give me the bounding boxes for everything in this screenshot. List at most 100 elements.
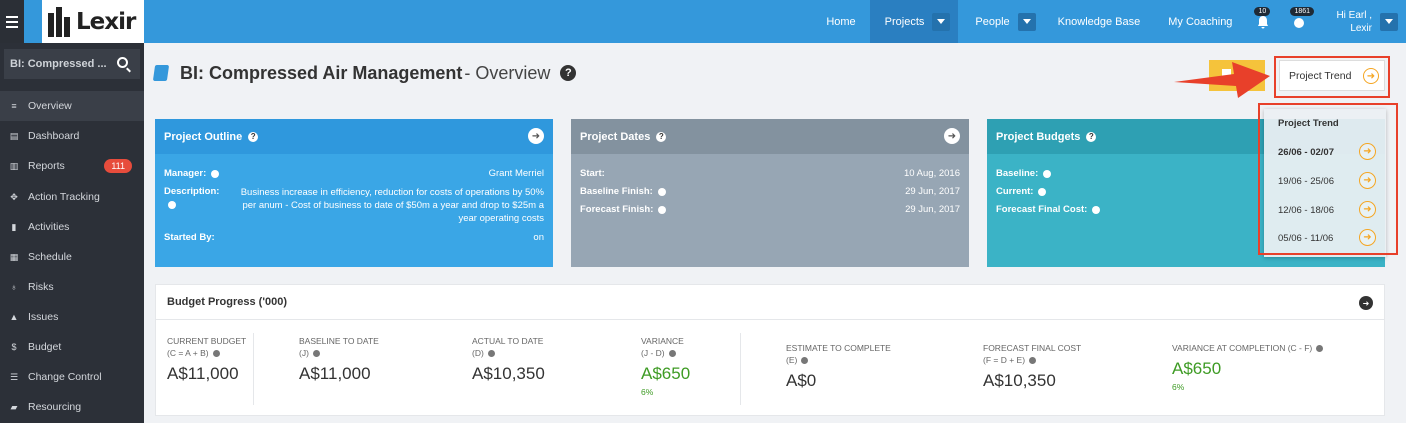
sidebar-item-label: Overview: [28, 100, 72, 112]
project-outline-card: Project Outline ? Manager: Grant Merriel…: [155, 119, 553, 267]
info-icon[interactable]: [1316, 345, 1324, 352]
card-title: Project Dates: [580, 130, 651, 143]
card-title: Project Budgets: [996, 130, 1081, 143]
notification-icon: 1861: [1290, 6, 1315, 29]
dollar-icon: $: [11, 342, 17, 352]
info-icon[interactable]: [211, 169, 220, 178]
started-by-label: Started By:: [164, 232, 215, 243]
arrow-right-circle-icon[interactable]: ➜: [1359, 172, 1376, 189]
nav-projects[interactable]: Projects: [869, 0, 959, 43]
info-icon[interactable]: [212, 350, 220, 357]
nav-my-coaching[interactable]: My Coaching: [1168, 15, 1233, 28]
warning-icon: ▲: [9, 312, 19, 322]
forecast-final-cost-label: Forecast Final Cost:: [996, 204, 1088, 215]
alerts-button[interactable]: 10: [1246, 0, 1280, 43]
info-icon[interactable]: [658, 205, 667, 214]
user-menu[interactable]: Hi Earl , Lexir: [1318, 0, 1406, 43]
info-icon[interactable]: [1092, 205, 1101, 214]
metric-actual-to-date: Actual to Date (D) A$10,350: [472, 335, 545, 384]
sidebar-item-label: Activities: [28, 221, 70, 233]
sidebar-item-label: Risks: [28, 281, 54, 293]
sidebar-item-schedule[interactable]: ▦ Schedule: [0, 242, 144, 272]
project-dates-header[interactable]: Project Dates ?: [571, 119, 969, 154]
metric-formula: (D): [472, 348, 484, 358]
trend-period-item[interactable]: 12/06 - 18/06 ➜: [1278, 201, 1378, 219]
trend-period-item[interactable]: 05/06 - 11/06 ➜: [1278, 229, 1378, 247]
info-icon[interactable]: [1038, 187, 1047, 196]
user-dropdown-icon[interactable]: [1380, 12, 1398, 31]
sidebar-item-change-control[interactable]: ☰ Change Control: [0, 362, 144, 392]
notifications-button[interactable]: 1861: [1280, 0, 1318, 43]
trend-period-item[interactable]: 26/06 - 02/07 ➜: [1278, 143, 1378, 161]
metric-formula: (C = A + B): [167, 348, 209, 358]
document-icon: [1222, 69, 1231, 80]
metric-percent: 6%: [1172, 382, 1185, 392]
stack-icon: ☰: [9, 371, 19, 382]
arrow-right-circle-icon: ➜: [1363, 68, 1379, 84]
metric-value: A$11,000: [167, 364, 239, 383]
help-icon[interactable]: ?: [248, 131, 259, 142]
nav-people-label: People: [975, 15, 1010, 28]
help-icon[interactable]: ?: [1086, 131, 1097, 142]
info-icon[interactable]: [1029, 357, 1037, 364]
project-outline-header[interactable]: Project Outline ?: [155, 119, 553, 154]
metric-formula: (J): [299, 348, 309, 358]
page-title: BI: Compressed Air Management - Overview…: [152, 60, 577, 86]
description-label: Description:: [164, 186, 220, 197]
search-icon[interactable]: [117, 57, 128, 68]
dashboard-icon: ▤: [9, 130, 19, 141]
help-icon[interactable]: ?: [560, 65, 577, 81]
budget-progress-header[interactable]: Budget Progress ('000) ➜: [156, 285, 1384, 320]
arrow-right-circle-icon[interactable]: ➜: [1359, 201, 1376, 218]
info-icon[interactable]: [668, 350, 676, 357]
sidebar-item-activities[interactable]: ▮ Activities: [0, 212, 144, 242]
sidebar-item-risks[interactable]: ♁ Risks: [0, 272, 144, 302]
project-trend-button[interactable]: Project Trend ➜: [1279, 60, 1385, 91]
project-search-value: BI: Compressed ...: [10, 58, 107, 70]
info-icon[interactable]: [487, 350, 495, 357]
sidebar-item-label: Dashboard: [28, 130, 80, 142]
info-icon[interactable]: [168, 201, 176, 209]
people-dropdown-icon[interactable]: [1017, 12, 1036, 31]
info-icon[interactable]: [801, 357, 809, 364]
sidebar-item-action-tracking[interactable]: ✥ Action Tracking: [0, 182, 144, 212]
arrow-right-circle-icon[interactable]: ➜: [1359, 229, 1376, 246]
sidebar-item-budget[interactable]: $ Budget: [0, 332, 144, 362]
metric-caption: Variance: [641, 336, 684, 346]
notifications-count-badge: 1861: [1290, 6, 1315, 16]
hamburger-menu-icon[interactable]: [0, 0, 24, 43]
project-search-input[interactable]: BI: Compressed ...: [4, 49, 140, 79]
arrow-right-circle-icon[interactable]: [528, 128, 544, 144]
arrow-right-circle-icon[interactable]: ➜: [1359, 296, 1373, 310]
divider: [740, 333, 741, 405]
metric-value: A$0: [786, 371, 817, 390]
sidebar-item-label: Schedule: [28, 251, 72, 263]
logo[interactable]: Lexir: [42, 0, 144, 43]
sidebar-item-issues[interactable]: ▲ Issues: [0, 302, 144, 332]
metric-percent: 6%: [641, 387, 654, 397]
baseline-label: Baseline:: [996, 168, 1039, 179]
calendar-icon: ▦: [9, 251, 19, 262]
info-icon[interactable]: [657, 187, 666, 196]
project-dates-card: Project Dates ? Start: 10 Aug, 2016 Base…: [571, 119, 969, 267]
project-trend-label: Project Trend: [1289, 69, 1352, 82]
trend-period-label: 05/06 - 11/06: [1278, 232, 1334, 244]
info-icon[interactable]: [1043, 169, 1052, 178]
sidebar-item-resourcing[interactable]: ▰ Resourcing: [0, 392, 144, 422]
nav-knowledge-base[interactable]: Knowledge Base: [1057, 15, 1141, 28]
arrow-right-circle-icon[interactable]: ➜: [1359, 143, 1376, 160]
sidebar-item-reports[interactable]: ▥ Reports 111: [0, 151, 144, 181]
nav-home[interactable]: Home: [826, 15, 856, 28]
dropdown-title: Project Trend: [1278, 118, 1339, 129]
info-icon[interactable]: [312, 350, 320, 357]
sidebar-item-overview[interactable]: ≡ Overview: [0, 91, 144, 121]
arrow-right-circle-icon[interactable]: [944, 128, 960, 144]
help-icon[interactable]: ?: [656, 131, 667, 142]
trend-period-label: 12/06 - 18/06: [1278, 204, 1334, 216]
nav-people[interactable]: People: [958, 0, 1043, 43]
sidebar-item-dashboard[interactable]: ▤ Dashboard: [0, 121, 144, 151]
trend-period-item[interactable]: 19/06 - 25/06 ➜: [1278, 172, 1378, 190]
projects-dropdown-icon[interactable]: [932, 12, 951, 31]
greeting-line: Hi Earl ,: [1336, 9, 1372, 21]
trend-period-label: 19/06 - 25/06: [1278, 175, 1334, 187]
